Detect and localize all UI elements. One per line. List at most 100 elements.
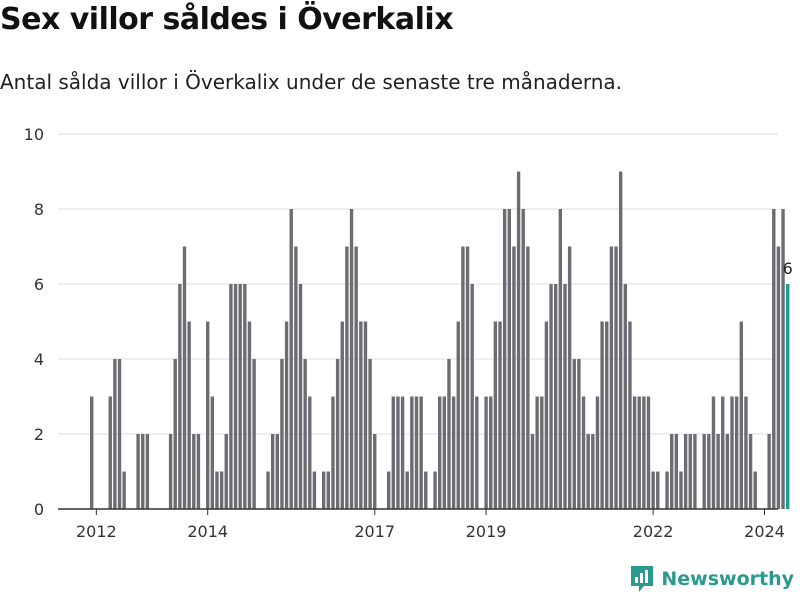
bar	[711, 396, 716, 509]
bar	[331, 396, 335, 509]
bar	[252, 359, 256, 509]
bar	[326, 471, 331, 509]
bar	[642, 396, 646, 509]
bar	[670, 434, 674, 509]
bar	[354, 246, 358, 509]
bar-chart: 0 2 4 6 8 10 6 2012 2014 2017 2019 2022 2024	[24, 125, 793, 541]
bar	[289, 209, 293, 509]
bar	[605, 321, 609, 509]
bar	[521, 209, 525, 509]
y-tick-label: 8	[34, 200, 44, 219]
bar	[178, 284, 182, 509]
bar	[748, 434, 753, 509]
x-tick-label: 2022	[633, 522, 674, 541]
bar	[567, 246, 572, 509]
bar	[270, 434, 275, 509]
bar	[623, 284, 627, 509]
bar	[233, 284, 238, 509]
bar	[122, 471, 126, 509]
bar	[340, 321, 344, 509]
bar	[465, 246, 470, 509]
data-label: 6	[783, 259, 793, 278]
bar	[530, 434, 535, 509]
bar	[433, 471, 437, 509]
bar	[391, 396, 395, 509]
bar	[665, 471, 669, 509]
y-tick-label: 6	[34, 275, 44, 294]
bar	[113, 359, 117, 509]
bar	[238, 284, 242, 509]
bar	[475, 396, 479, 509]
bar	[526, 246, 530, 509]
bar	[563, 284, 567, 509]
bar	[702, 434, 706, 509]
bar-highlight	[786, 284, 790, 509]
bar	[322, 471, 326, 509]
bar	[229, 284, 233, 509]
bar	[247, 321, 252, 509]
bar	[224, 434, 228, 509]
bar	[707, 434, 711, 509]
bar	[266, 471, 270, 509]
bar	[373, 434, 377, 509]
bar	[419, 396, 423, 509]
bar	[173, 359, 177, 509]
bar	[772, 209, 776, 509]
bar	[280, 359, 284, 509]
bar	[461, 246, 465, 509]
bar	[210, 396, 215, 509]
x-tick-label: 2017	[354, 522, 395, 541]
bar	[284, 321, 289, 509]
bar	[182, 246, 187, 509]
bar	[187, 321, 191, 509]
bar	[117, 359, 122, 509]
bar	[145, 434, 150, 509]
bar	[168, 434, 173, 509]
bar	[628, 321, 632, 509]
bar	[600, 321, 604, 509]
bar	[405, 471, 409, 509]
x-tick-label: 2024	[744, 522, 785, 541]
bar	[363, 321, 368, 509]
y-tick-label: 10	[24, 125, 44, 144]
bar	[456, 321, 460, 509]
bar	[674, 434, 679, 509]
bar	[294, 246, 298, 509]
bar	[345, 246, 349, 509]
bar	[554, 284, 558, 509]
bar	[679, 471, 683, 509]
bar	[493, 321, 498, 509]
bar	[438, 396, 442, 509]
bar	[651, 471, 655, 509]
bar	[243, 284, 247, 509]
bar	[141, 434, 145, 509]
bar	[303, 359, 307, 509]
newsworthy-icon	[631, 566, 654, 592]
bar	[484, 396, 488, 509]
bar	[595, 396, 600, 509]
bar	[206, 321, 210, 509]
bar	[591, 434, 595, 509]
bar	[192, 434, 196, 509]
x-tick-label: 2019	[466, 522, 507, 541]
bar	[219, 471, 224, 509]
bar	[507, 209, 511, 509]
bar	[767, 434, 771, 509]
bar	[359, 321, 363, 509]
bar	[502, 209, 507, 509]
chart-title: Sex villor såldes i Överkalix	[0, 2, 454, 37]
brand-name: Newsworthy	[661, 568, 794, 590]
bar	[470, 284, 474, 509]
bar	[447, 359, 451, 509]
bar	[489, 396, 493, 509]
bar	[196, 434, 201, 509]
bar	[581, 396, 586, 509]
bar	[739, 321, 743, 509]
bar	[716, 434, 720, 509]
bar	[781, 209, 785, 509]
bar	[386, 471, 391, 509]
y-tick-label: 4	[34, 350, 44, 369]
bar	[725, 434, 730, 509]
bar	[396, 396, 400, 509]
bar	[540, 396, 544, 509]
